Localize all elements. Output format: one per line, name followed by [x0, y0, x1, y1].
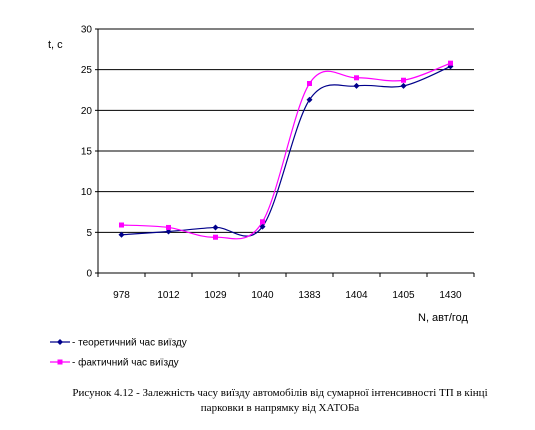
x-tick-label: 1029 [204, 290, 227, 301]
data-point-series-2 [260, 219, 265, 225]
figure-caption: Рисунок 4.12 - Залежність часу виїзду ав… [40, 386, 520, 416]
data-point-series-1 [165, 228, 172, 235]
y-tick-label: 10 [81, 187, 93, 198]
data-point-series-1 [400, 82, 407, 89]
x-axis-label: N, авт/год [418, 312, 469, 324]
x-tick-label: 978 [113, 290, 130, 301]
data-point-series-1 [447, 63, 454, 70]
x-tick-label: 1040 [251, 290, 274, 301]
y-tick-label: 25 [81, 65, 93, 76]
data-point-series-2 [166, 224, 171, 230]
series-line-2 [121, 62, 451, 240]
y-tick-label: 15 [81, 147, 93, 158]
data-point-series-2 [448, 60, 453, 66]
series-line-1 [121, 65, 451, 237]
data-point-series-2 [307, 80, 312, 86]
x-tick-label: 1405 [392, 290, 415, 301]
x-tick-label: 1404 [345, 290, 368, 301]
x-tick-label: 1430 [439, 290, 462, 301]
x-tick-label: 1012 [157, 290, 180, 301]
y-tick-label: 30 [81, 25, 93, 36]
series-group [118, 60, 454, 240]
legend-marker [57, 359, 63, 365]
legend-label: - теоретичний час виїзду [72, 338, 187, 349]
x-tick-labels: 978 1012 1029 1040 1383 1404 1405 1430 [97, 273, 475, 301]
caption-line-1: Рисунок 4.12 - Залежність часу виїзду ав… [72, 387, 488, 399]
x-tick-label: 1383 [298, 290, 321, 301]
data-point-series-2 [213, 234, 218, 240]
data-point-series-2 [354, 75, 359, 81]
data-point-series-1 [118, 231, 125, 238]
y-tick-label: 5 [86, 228, 92, 239]
y-tick-label: 20 [81, 106, 93, 117]
data-point-series-1 [306, 96, 313, 103]
y-tick-label: 0 [86, 269, 92, 280]
data-point-series-2 [401, 77, 406, 83]
legend-marker [57, 339, 63, 345]
caption-line-2: парковки в напрямку від ХАТОБа [200, 402, 360, 414]
y-axis-label: t, c [48, 39, 63, 51]
legend-label: - фактичний час виїзду [72, 357, 179, 369]
legend: - теоретичний час виїзду - фактичний час … [50, 338, 187, 369]
data-point-series-2 [119, 222, 124, 228]
data-point-series-1 [212, 224, 219, 231]
gridlines [98, 28, 474, 233]
data-point-series-1 [353, 82, 360, 89]
y-tick-labels: 0 5 10 15 20 25 30 [81, 25, 98, 280]
